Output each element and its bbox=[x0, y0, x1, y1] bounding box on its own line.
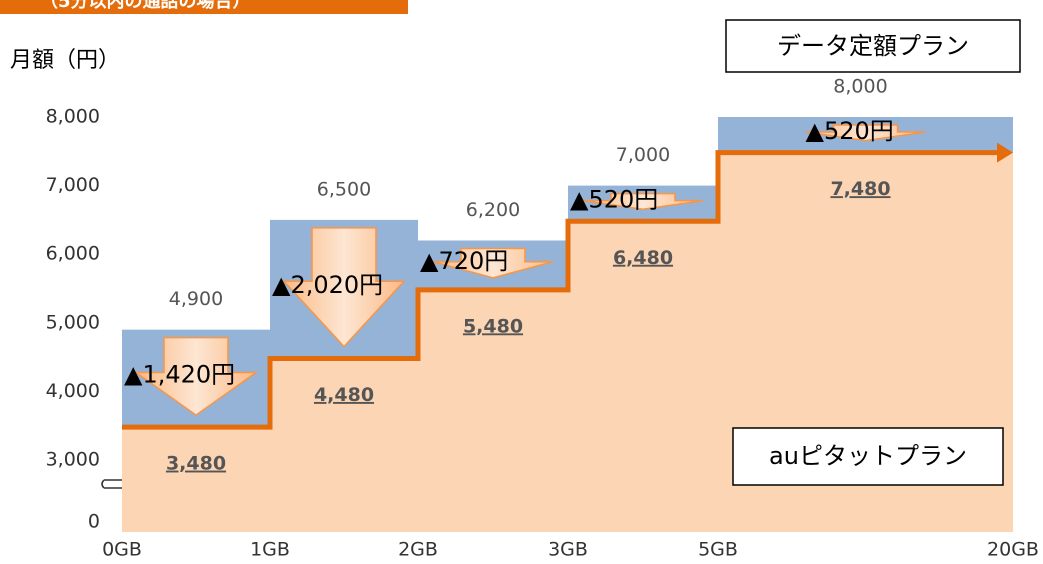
y-tick-label: 4,000 bbox=[46, 380, 100, 402]
x-tick-label: 0GB bbox=[102, 539, 142, 561]
area bbox=[270, 358, 418, 532]
banner-text: （5分以内の通話の場合） bbox=[40, 0, 251, 12]
line bbox=[122, 150, 999, 430]
y-tick-label: 7,000 bbox=[46, 174, 100, 196]
data-label: 3,480 bbox=[166, 453, 226, 475]
saving-label: ▲2,020円 bbox=[272, 271, 383, 299]
y-axis-label: 月額（円） bbox=[10, 48, 120, 73]
x-tick-label: 2GB bbox=[398, 539, 438, 561]
saving-label: ▲1,420円 bbox=[124, 360, 235, 388]
data-label: 7,000 bbox=[616, 144, 670, 166]
legend-box bbox=[725, 19, 1021, 73]
data-label: 4,480 bbox=[314, 384, 374, 406]
saving-label: ▲720円 bbox=[420, 247, 508, 275]
saving-label: ▲520円 bbox=[570, 185, 658, 213]
data-label: 6,480 bbox=[613, 247, 673, 269]
area bbox=[418, 289, 568, 532]
y-tick-label: 5,000 bbox=[46, 311, 100, 333]
data-label: 4,900 bbox=[169, 288, 223, 310]
legend-box bbox=[732, 427, 1004, 486]
y-tick-label: 6,000 bbox=[46, 243, 100, 265]
legend-entry: auピタットプラン bbox=[769, 442, 967, 470]
banner bbox=[0, 0, 408, 14]
y-tick-label: 0 bbox=[88, 511, 100, 533]
saving-arrow bbox=[805, 124, 926, 142]
saving-arrow bbox=[133, 336, 259, 416]
y-tick-label: 3,000 bbox=[46, 449, 100, 471]
legend-entry: データ定額プラン bbox=[777, 32, 969, 60]
line-arrowhead bbox=[997, 142, 1013, 163]
x-tick-label: 5GB bbox=[698, 539, 738, 561]
x-tick-label: 20GB bbox=[987, 539, 1039, 561]
saving-arrow bbox=[432, 247, 554, 279]
x-tick-label: 1GB bbox=[250, 539, 290, 561]
saving-arrow bbox=[282, 227, 406, 348]
data-label: 8,000 bbox=[833, 76, 887, 98]
axis-break bbox=[101, 479, 122, 489]
data-label: 5,480 bbox=[463, 315, 523, 337]
x-tick-label: 3GB bbox=[548, 539, 588, 561]
area bbox=[568, 221, 718, 532]
saving-label: ▲520円 bbox=[806, 117, 894, 145]
data-label: 6,200 bbox=[466, 199, 520, 221]
plot: 0 3,000 4,000 5,000 6,000 7,000 8,000 0GB 1GB 2GB… bbox=[46, 76, 1039, 561]
data-label: 7,480 bbox=[830, 178, 890, 200]
saving-arrow bbox=[582, 192, 704, 211]
area bbox=[122, 427, 270, 532]
y-tick-label: 8,000 bbox=[46, 106, 100, 128]
data-label: 6,500 bbox=[317, 178, 371, 200]
